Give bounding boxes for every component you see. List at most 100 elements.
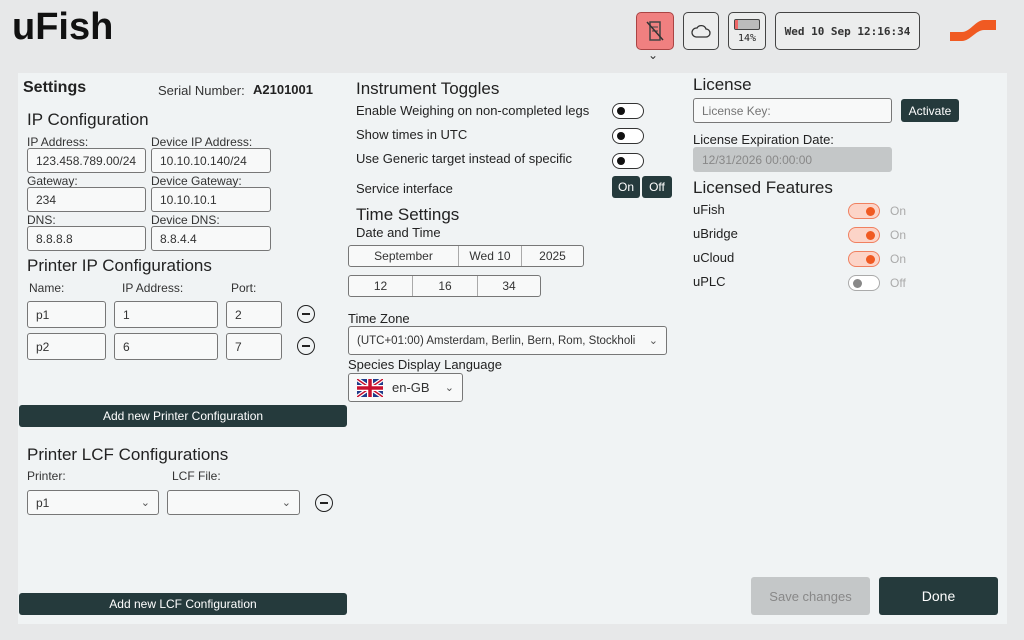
service-on-button[interactable]: On: [612, 176, 640, 198]
add-printer-button[interactable]: Add new Printer Configuration: [19, 405, 347, 427]
activate-button[interactable]: Activate: [901, 99, 959, 122]
feature-name: uBridge: [693, 226, 738, 241]
feature-state: On: [890, 204, 907, 218]
chevron-down-icon: ⌄: [648, 335, 658, 347]
device-ip-label: Device IP Address:: [151, 135, 253, 149]
timezone-select[interactable]: (UTC+01:00) Amsterdam, Berlin, Bern, Rom…: [348, 326, 667, 355]
license-title: License: [693, 75, 752, 94]
printer-port-header: Port:: [231, 281, 257, 295]
chevron-down-icon[interactable]: ⌄: [648, 48, 659, 62]
battery-indicator: 14%: [728, 12, 766, 50]
licensed-features-title: Licensed Features: [693, 178, 833, 197]
device-gateway-label: Device Gateway:: [151, 174, 242, 188]
save-changes-button[interactable]: Save changes: [751, 577, 870, 615]
lcf-printer-value: p1: [36, 495, 50, 510]
printer-name-input[interactable]: p2: [27, 333, 106, 360]
battery-icon: [734, 18, 760, 30]
language-select[interactable]: en-GB ⌄: [348, 373, 463, 402]
feature-state: Off: [890, 276, 906, 290]
feature-state: On: [890, 228, 907, 242]
device-gateway-input[interactable]: 10.10.10.1: [151, 187, 271, 212]
app-title: uFish: [12, 6, 114, 48]
remove-lcf-icon[interactable]: [315, 494, 333, 512]
settings-title: Settings: [23, 79, 87, 96]
gateway-label: Gateway:: [27, 174, 78, 188]
ip-address-input[interactable]: 123.458.789.00/24: [27, 148, 146, 173]
no-printer-icon: [646, 21, 664, 41]
timezone-value: (UTC+01:00) Amsterdam, Berlin, Bern, Rom…: [357, 334, 636, 347]
language-value: en-GB: [392, 380, 430, 395]
ip-config-title: IP Configuration: [27, 110, 149, 129]
printer-port-input[interactable]: 2: [226, 301, 282, 328]
lcf-title: Printer LCF Configurations: [27, 445, 229, 464]
serial-number: A2101001: [253, 82, 313, 97]
toggle-label: Enable Weighing on non-completed legs: [356, 103, 590, 118]
feature-toggle[interactable]: [848, 203, 880, 219]
printer-ip-header: IP Address:: [122, 281, 184, 295]
timezone-label: Time Zone: [348, 311, 410, 326]
printer-name-input[interactable]: p1: [27, 301, 106, 328]
expiration-date-field: 12/31/2026 00:00:00: [693, 147, 892, 172]
gateway-input[interactable]: 234: [27, 187, 146, 212]
feature-name: uCloud: [693, 250, 735, 265]
feature-name: uPLC: [693, 274, 726, 289]
printer-port-input[interactable]: 7: [226, 333, 282, 360]
chevron-down-icon: ⌄: [281, 497, 291, 509]
feature-toggle[interactable]: [848, 251, 880, 267]
day-field[interactable]: Wed 10: [459, 246, 522, 266]
device-ip-input[interactable]: 10.10.10.140/24: [151, 148, 271, 173]
date-picker[interactable]: September Wed 10 2025: [348, 245, 584, 267]
dns-label: DNS:: [27, 213, 56, 227]
cloud-button[interactable]: [683, 12, 719, 50]
second-field[interactable]: 34: [502, 279, 516, 293]
cloud-icon: [691, 24, 711, 38]
feature-state: On: [890, 252, 907, 266]
service-off-button[interactable]: Off: [642, 176, 672, 198]
license-key-input[interactable]: [693, 98, 892, 123]
weighing-toggle[interactable]: [612, 103, 644, 119]
feature-toggle[interactable]: [848, 275, 880, 291]
month-field[interactable]: September: [349, 246, 459, 266]
remove-printer-icon[interactable]: [297, 337, 315, 355]
toggle-label: Use Generic target instead of specific: [356, 151, 573, 166]
expiration-label: License Expiration Date:: [693, 132, 834, 147]
toggles-title: Instrument Toggles: [356, 79, 500, 98]
toggle-label: Show times in UTC: [356, 127, 468, 142]
chevron-down-icon: ⌄: [444, 382, 454, 394]
time-settings-title: Time Settings: [356, 205, 460, 224]
feature-toggle[interactable]: [848, 227, 880, 243]
lcf-printer-label: Printer:: [27, 469, 66, 483]
feature-name: uFish: [693, 202, 725, 217]
remove-printer-icon[interactable]: [297, 305, 315, 323]
logo: [950, 20, 996, 41]
printer-ip-input[interactable]: 1: [114, 301, 218, 328]
date-time-label: Date and Time: [356, 225, 441, 240]
datetime-display: Wed 10 Sep 12:16:34: [775, 12, 920, 50]
printer-ip-title: Printer IP Configurations: [27, 256, 212, 275]
ip-address-label: IP Address:: [27, 135, 89, 149]
lcf-printer-select[interactable]: p1 ⌄: [27, 490, 159, 515]
utc-toggle[interactable]: [612, 128, 644, 144]
device-dns-input[interactable]: 8.8.4.4: [151, 226, 271, 251]
printer-status-button[interactable]: [636, 12, 674, 50]
uk-flag-icon: [357, 378, 383, 397]
dns-input[interactable]: 8.8.8.8: [27, 226, 146, 251]
hour-field[interactable]: 12: [349, 276, 413, 296]
datetime-text: Wed 10 Sep 12:16:34: [784, 24, 911, 38]
language-label: Species Display Language: [348, 357, 502, 372]
lcf-file-label: LCF File:: [172, 469, 221, 483]
printer-name-header: Name:: [29, 281, 65, 295]
lcf-file-select[interactable]: ⌄: [167, 490, 300, 515]
serial-label: Serial Number:: [158, 83, 245, 98]
year-field[interactable]: 2025: [539, 249, 566, 263]
device-dns-label: Device DNS:: [151, 213, 220, 227]
battery-percent: 14%: [737, 32, 757, 44]
done-button[interactable]: Done: [879, 577, 998, 615]
add-lcf-button[interactable]: Add new LCF Configuration: [19, 593, 347, 615]
minute-field[interactable]: 16: [413, 276, 478, 296]
service-interface-label: Service interface: [356, 181, 453, 196]
generic-target-toggle[interactable]: [612, 153, 644, 169]
printer-ip-input[interactable]: 6: [114, 333, 218, 360]
time-picker[interactable]: 12 16 34: [348, 275, 541, 297]
chevron-down-icon: ⌄: [140, 497, 150, 509]
